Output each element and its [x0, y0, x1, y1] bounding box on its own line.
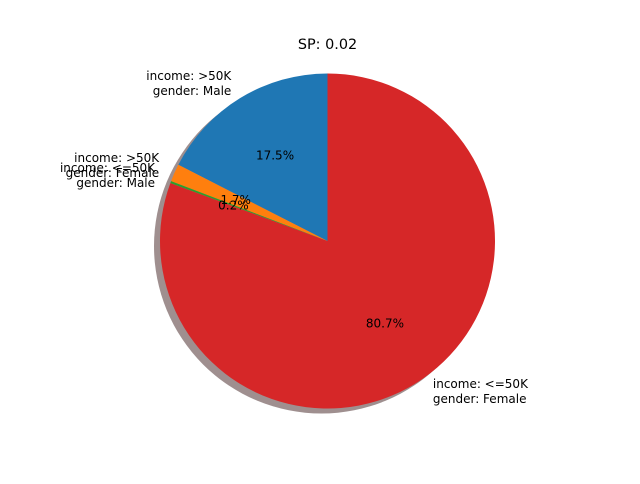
pie-percent-labels: 17.5% 1.7%0.2% 80.7% [218, 148, 404, 330]
chart-title: SP: 0.02 [298, 37, 357, 53]
pie-percent-label-1: 1.7% [220, 193, 251, 207]
pie-percent-label-0: 17.5% [256, 148, 294, 162]
pie-slice-label-line: gender: Female [66, 166, 160, 180]
pie-slice-label-line: income: >50K [146, 69, 232, 83]
pie-slice-label-line: gender: Male [76, 176, 155, 190]
pie-slice-label-2: income: <=50K gender: Male [60, 161, 156, 190]
pie-slice-label-line: income: >50K [74, 151, 160, 165]
pie-slices [160, 73, 495, 409]
pie-slice-label-line: income: <=50K [60, 161, 156, 175]
pie-slice-label-line: income: <=50K [433, 377, 529, 391]
pie-slice-label-line: gender: Male [153, 84, 232, 98]
pie-percent-label-2: 0.2% [218, 199, 249, 213]
pie-slice-3 [160, 73, 495, 409]
pie-slice-label-0: income: >50K gender: Male [146, 69, 232, 98]
pie-slice-label-1: income: >50K gender: Female [66, 151, 161, 180]
pie-slice-0 [178, 73, 328, 241]
pie-slice-label-3: income: <=50K gender: Female [433, 377, 529, 406]
pie-slice-1 [171, 164, 328, 241]
pie-slice-label-line: gender: Female [433, 392, 527, 406]
pie-slice-2 [170, 181, 328, 241]
pie-percent-label-3: 80.7% [366, 316, 404, 330]
